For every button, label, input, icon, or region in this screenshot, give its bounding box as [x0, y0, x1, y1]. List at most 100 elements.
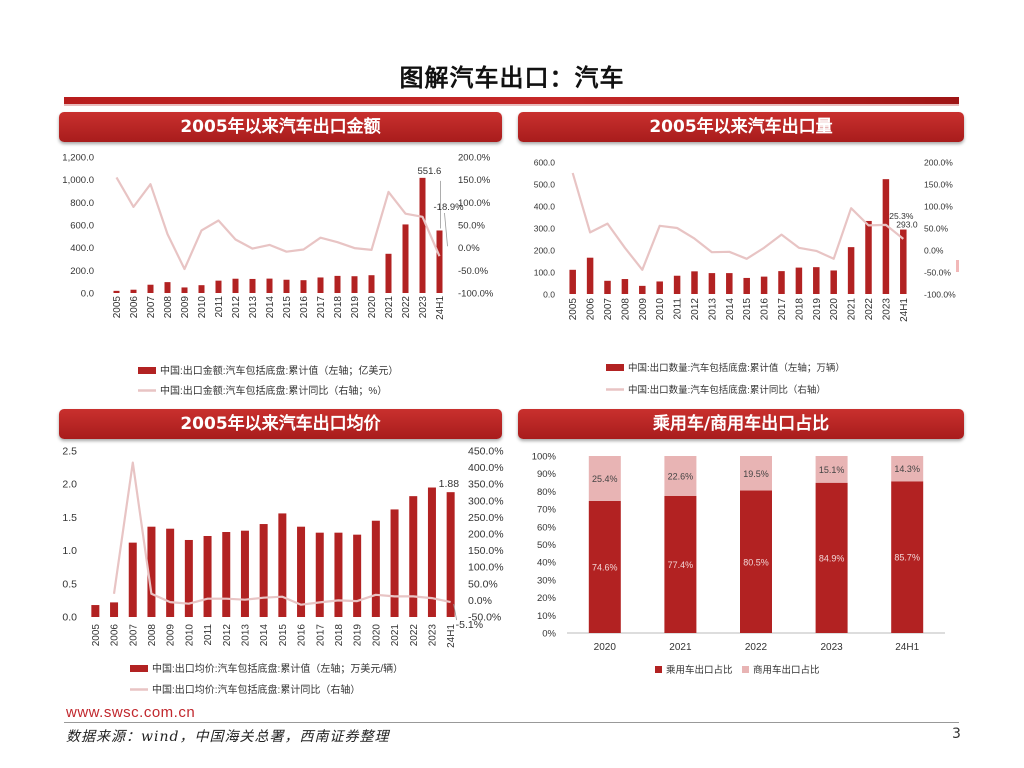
price-bar — [222, 532, 231, 617]
value-bar — [215, 280, 222, 293]
mix-category-label: 2022 — [745, 642, 768, 653]
value-legend-bar-label: 中国:出口金额:汽车包括底盘:累计值（左轴；亿美元） — [160, 364, 398, 377]
price-bar — [128, 542, 137, 617]
volume-right-tick: 200.0% — [924, 158, 953, 168]
mix-y-tick: 30% — [537, 575, 557, 586]
volume-bar — [639, 285, 646, 294]
price-bar — [427, 487, 436, 617]
value-annotation-yoy: -18.9% — [434, 202, 465, 213]
value-category-label: 2011 — [214, 296, 225, 318]
price-right-tick: 50.0% — [468, 578, 498, 590]
price-bar — [409, 496, 418, 617]
price-bar — [297, 526, 306, 617]
price-annotation-yoy-leader — [453, 604, 458, 621]
price-category-label: 2013 — [240, 624, 251, 647]
price-bar — [147, 526, 156, 617]
price-right-tick: 250.0% — [468, 512, 504, 524]
volume-right-tick: 100.0% — [924, 202, 953, 212]
volume-bar — [900, 229, 907, 294]
mix-label-passenger: 77.4% — [668, 560, 694, 570]
volume-left-tick: 600.0 — [534, 158, 556, 168]
price-bar — [353, 534, 362, 617]
value-bar — [198, 285, 205, 293]
price-right-tick: 0.0% — [468, 595, 492, 607]
volume-bar — [726, 273, 733, 294]
value-category-label: 2010 — [197, 296, 208, 319]
mix-category-label: 2023 — [820, 642, 843, 653]
price-right-tick: 350.0% — [468, 479, 504, 491]
volume-bar — [778, 271, 785, 294]
price-left-tick: 0.5 — [62, 578, 77, 590]
value-category-label: 2015 — [282, 296, 293, 319]
price-left-tick: 2.0 — [62, 479, 77, 491]
volume-right-tick: 0.0% — [924, 246, 944, 256]
page-title: 图解汽车出口：汽车 — [399, 64, 625, 92]
footer-url[interactable]: www.swsc.com.cn — [66, 704, 196, 721]
price-left-tick: 2.5 — [62, 446, 77, 458]
value-category-label: 2006 — [129, 296, 140, 319]
price-category-label: 2012 — [222, 624, 233, 647]
footer-source: 数据来源：wind，中国海关总署，西南证券整理 — [66, 729, 390, 745]
volume-bar — [847, 247, 855, 294]
mix-category-label: 2021 — [669, 642, 692, 653]
mix-legend-commercial-swatch — [742, 666, 749, 673]
value-right-tick: -100.0% — [458, 289, 494, 300]
title-rule — [64, 97, 959, 104]
volume-bar — [760, 276, 768, 294]
value-bar — [147, 284, 154, 293]
value-left-tick: 0.0 — [81, 289, 94, 300]
value-legend-line-label: 中国:出口金额:汽车包括底盘:累计同比（右轴；%） — [160, 384, 387, 397]
price-right-tick: -50.0% — [468, 612, 501, 624]
price-yoy-line — [112, 461, 451, 606]
value-legend-bar-swatch — [138, 367, 156, 374]
mix-y-tick: 90% — [537, 469, 557, 480]
value-right-tick: 100.0% — [458, 198, 491, 209]
value-category-label: 2018 — [333, 296, 344, 319]
volume-right-tick: -50.0% — [924, 268, 951, 278]
value-category-label: 2019 — [350, 296, 361, 319]
volume-right-tick: -100.0% — [924, 290, 956, 300]
volume-bar — [691, 271, 698, 294]
mix-bar-commercial — [891, 456, 924, 482]
price-category-label: 2015 — [278, 624, 289, 647]
volume-category-label: 2018 — [794, 298, 805, 321]
price-category-label: 2016 — [297, 624, 308, 647]
volume-left-tick: 200.0 — [534, 246, 556, 256]
panel-header-volume: 2005年以来汽车出口量 — [518, 112, 964, 142]
volume-category-label: 2014 — [725, 298, 736, 321]
volume-category-label: 2019 — [812, 298, 823, 321]
price-bar — [446, 492, 455, 617]
value-bar — [113, 290, 120, 293]
value-right-tick: -50.0% — [458, 266, 489, 277]
price-bar — [259, 524, 268, 617]
price-category-label: 2006 — [110, 624, 121, 647]
value-right-tick: 50.0% — [458, 221, 485, 232]
volume-bar — [882, 179, 890, 294]
price-bar — [184, 539, 193, 617]
volume-left-tick: 400.0 — [534, 202, 556, 212]
mix-bar-passenger — [891, 481, 924, 633]
value-left-tick: 1,200.0 — [62, 153, 94, 164]
price-category-label: 2022 — [409, 624, 420, 647]
value-category-label: 2005 — [112, 296, 123, 319]
mix-bar-commercial — [815, 456, 848, 483]
mix-y-tick: 10% — [537, 611, 557, 622]
edge-mark — [956, 260, 959, 272]
volume-category-label: 2005 — [568, 298, 579, 321]
price-category-label: 2007 — [128, 624, 139, 647]
price-bar — [110, 602, 119, 617]
volume-category-label: 2007 — [603, 298, 614, 321]
volume-category-label: 2008 — [620, 298, 631, 321]
value-bar — [164, 282, 171, 293]
mix-y-tick: 20% — [537, 593, 557, 604]
price-legend-bar-swatch — [130, 665, 148, 672]
mix-label-passenger: 84.9% — [819, 553, 845, 563]
price-category-label: 2011 — [203, 624, 214, 646]
mix-bar-passenger — [588, 500, 621, 633]
volume-annotation-yoy: 25.3% — [889, 211, 914, 221]
value-left-tick: 600.0 — [70, 221, 94, 232]
price-category-label: 2014 — [259, 624, 270, 647]
price-category-label: 2017 — [315, 624, 326, 647]
volume-right-tick: 150.0% — [924, 180, 953, 190]
